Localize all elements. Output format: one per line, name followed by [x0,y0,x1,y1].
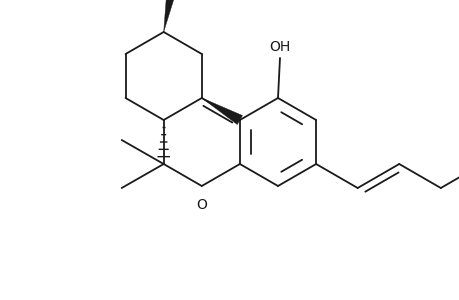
Text: O: O [196,198,207,212]
Polygon shape [202,98,242,124]
Polygon shape [163,0,176,32]
Text: OH: OH [269,40,290,54]
